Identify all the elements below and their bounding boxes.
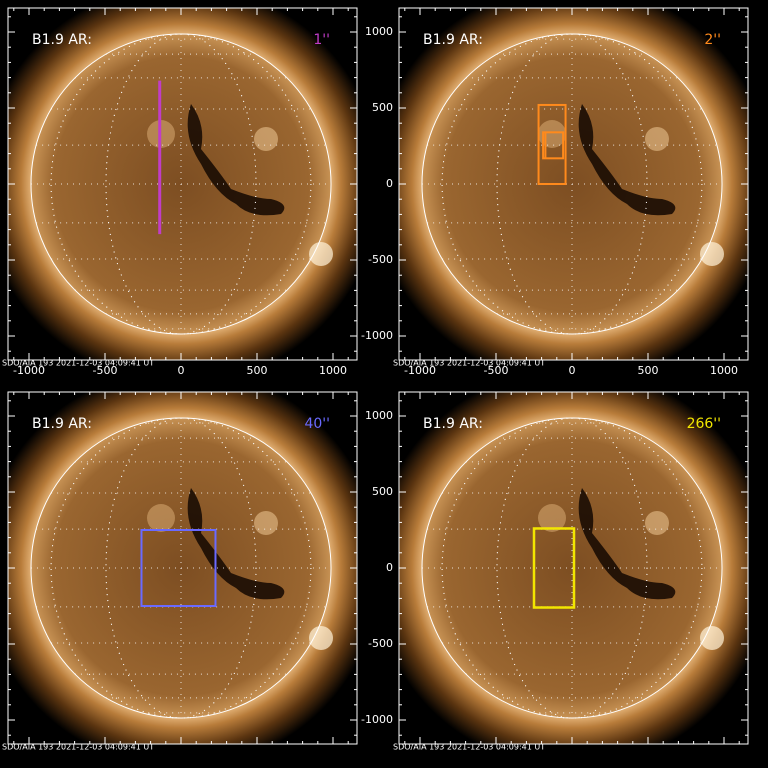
- bright-region: [254, 127, 278, 151]
- coronal-hole: [187, 488, 285, 600]
- coronal-hole: [187, 104, 285, 216]
- panel: 1000 500 0 -500 -1000 B1.9 AR: 266'' SDO/AIA 19…: [361, 391, 749, 752]
- x-tick-label: -500: [93, 364, 118, 377]
- bright-region: [700, 242, 724, 266]
- panel-label: B1.9 AR:: [32, 416, 92, 432]
- meridian: [496, 33, 648, 335]
- limb: [30, 33, 332, 335]
- coronal-hole: [578, 488, 676, 600]
- panel-label: B1.9 AR:: [423, 416, 483, 432]
- x-tick-label: 500: [247, 364, 268, 377]
- panel-tag: 266'': [687, 416, 721, 432]
- bright-region: [309, 626, 333, 650]
- panel-tag: 2'': [704, 32, 721, 48]
- limb: [421, 33, 723, 335]
- bright-region: [538, 504, 566, 532]
- limb: [30, 417, 332, 719]
- panel: B1.9 AR: 40'' SDO/AIA 193 2021-12-03 04:09…: [2, 391, 358, 752]
- meridian: [105, 417, 257, 719]
- footer: SDO/AIA 193 2021-12-03 04:09:41 UT: [393, 359, 545, 368]
- bright-region: [254, 511, 278, 535]
- footer: SDO/AIA 193 2021-12-03 04:09:41 UT: [2, 743, 154, 752]
- sun-image: [8, 8, 357, 360]
- coronal-hole: [578, 104, 676, 216]
- panel-label: B1.9 AR:: [32, 32, 92, 48]
- meridian: [105, 33, 257, 335]
- panel-tag: 40'': [304, 416, 330, 432]
- sun-image: [8, 392, 357, 744]
- bright-region: [147, 504, 175, 532]
- y-tick-label: 0: [386, 177, 393, 190]
- sun-image: [399, 392, 748, 744]
- x-tick-label: 1000: [710, 364, 738, 377]
- bright-region: [645, 127, 669, 151]
- y-tick-label: 500: [372, 101, 393, 114]
- y-tick-label: -1000: [361, 329, 393, 342]
- x-tick-label: -500: [484, 364, 509, 377]
- region-box-inner: [542, 131, 565, 160]
- panel: -1000 -500 0 500 1000 1000 500 0 -500 -1000 B1.9 A…: [361, 7, 749, 377]
- y-tick-label: -1000: [361, 713, 393, 726]
- meridian: [496, 417, 648, 719]
- x-tick-label: 1000: [319, 364, 347, 377]
- region-box: [140, 529, 217, 607]
- x-tick-label: 0: [178, 364, 185, 377]
- limb: [421, 417, 723, 719]
- panel-tag: 1'': [313, 32, 330, 48]
- bright-region: [645, 511, 669, 535]
- y-tick-label: 1000: [365, 409, 393, 422]
- y-tick-label: -500: [368, 253, 393, 266]
- x-tick-label: -1000: [404, 364, 436, 377]
- x-tick-label: 0: [569, 364, 576, 377]
- y-tick-label: 500: [372, 485, 393, 498]
- y-tick-label: 1000: [365, 25, 393, 38]
- panel-label: B1.9 AR:: [423, 32, 483, 48]
- y-tick-label: -500: [368, 637, 393, 650]
- panel: -1000 -500 0 500 1000 B1.9 AR: 1'' SDO/AIA 193 …: [2, 7, 358, 377]
- bright-region: [309, 242, 333, 266]
- region-box: [532, 527, 576, 609]
- x-tick-label: 500: [638, 364, 659, 377]
- region-box: [537, 103, 567, 185]
- bright-region: [700, 626, 724, 650]
- footer: SDO/AIA 193 2021-12-03 04:09:41 UT: [393, 743, 545, 752]
- footer: SDO/AIA 193 2021-12-03 04:09:41 UT: [2, 359, 154, 368]
- y-tick-label: 0: [386, 561, 393, 574]
- sun-image: [399, 8, 748, 360]
- x-tick-label: -1000: [13, 364, 45, 377]
